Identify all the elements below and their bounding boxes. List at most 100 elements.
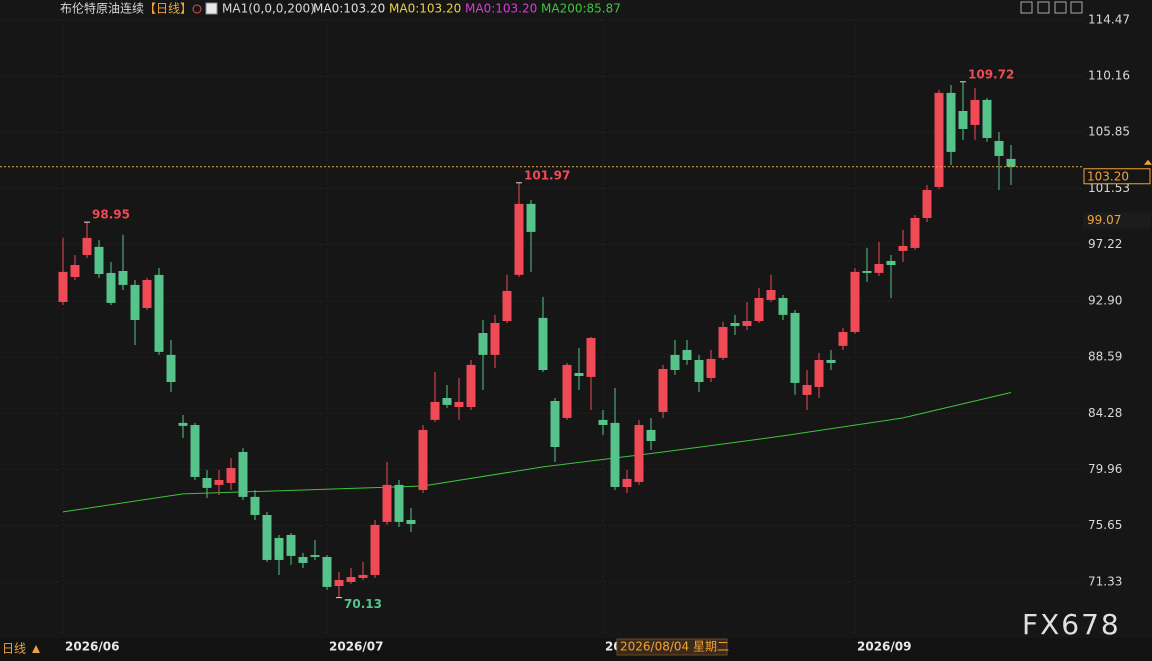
candle-body bbox=[70, 264, 80, 277]
candle-body bbox=[550, 401, 560, 448]
indicator-value: MA0:103.20 bbox=[313, 2, 385, 16]
y-tick-label: 75.65 bbox=[1088, 518, 1122, 532]
candle-body bbox=[910, 217, 920, 248]
candle-body bbox=[154, 274, 164, 352]
candle-body bbox=[718, 327, 728, 358]
candle-body bbox=[406, 519, 416, 524]
y-tick-label: 105.85 bbox=[1088, 125, 1130, 139]
time-axis-band bbox=[0, 638, 1152, 661]
candle-body bbox=[538, 317, 548, 371]
candle-body bbox=[370, 524, 380, 575]
candle-body bbox=[646, 429, 656, 442]
candle-body bbox=[310, 555, 320, 557]
candle-body bbox=[382, 484, 392, 522]
candle-body bbox=[442, 398, 452, 405]
high-label: 98.95 bbox=[92, 208, 130, 222]
x-tick-label: 2026/09 bbox=[857, 640, 911, 654]
high-label: 101.97 bbox=[524, 168, 570, 182]
ma200-legend: MA200:85.87 bbox=[541, 2, 621, 16]
candle-body bbox=[742, 321, 752, 326]
window-controls bbox=[1020, 1, 1083, 14]
candle-body bbox=[874, 263, 884, 273]
candle-body bbox=[982, 99, 992, 138]
y-tick-label: 79.96 bbox=[1088, 462, 1122, 476]
candle-body bbox=[274, 537, 284, 560]
candle-body bbox=[526, 203, 536, 232]
y-tick-label: 110.16 bbox=[1088, 69, 1130, 83]
candle-body bbox=[862, 270, 872, 273]
candle-body bbox=[598, 419, 608, 425]
candle-body bbox=[490, 322, 500, 355]
y-tick-label: 97.22 bbox=[1088, 237, 1122, 251]
crosshair-date-box bbox=[616, 638, 728, 656]
candle-body bbox=[694, 359, 704, 382]
candle-body bbox=[418, 429, 428, 490]
candle-body bbox=[814, 359, 824, 387]
control-icon[interactable] bbox=[1070, 1, 1083, 14]
candle-body bbox=[670, 354, 680, 371]
candle-body bbox=[610, 422, 620, 487]
candle-body bbox=[130, 284, 140, 320]
candle-body bbox=[358, 574, 368, 578]
candle-body bbox=[322, 556, 332, 587]
candle-body bbox=[778, 297, 788, 315]
candle-body bbox=[634, 424, 644, 482]
candle-body bbox=[586, 337, 596, 377]
candle-body bbox=[574, 373, 584, 376]
candle-body bbox=[766, 290, 776, 300]
candle-body bbox=[478, 333, 488, 355]
candle-body bbox=[1006, 158, 1016, 167]
indicator-value: MA0:103.20 bbox=[389, 2, 461, 16]
candle-body bbox=[754, 297, 764, 322]
candle-body bbox=[226, 467, 236, 483]
candle-body bbox=[82, 237, 92, 255]
candle-body bbox=[94, 246, 104, 274]
candle-body bbox=[298, 556, 308, 563]
y-tick-label: 114.47 bbox=[1088, 12, 1130, 26]
candle-body bbox=[58, 271, 68, 302]
candle-body bbox=[970, 99, 980, 125]
x-tick-label: 2026/06 bbox=[65, 640, 119, 654]
footer-arrow[interactable] bbox=[32, 645, 40, 653]
candle-body bbox=[838, 331, 848, 346]
y-tick-label: 88.59 bbox=[1088, 350, 1122, 364]
crosshair-date: 2026/08/04 星期二 bbox=[620, 640, 729, 654]
indicator-icon[interactable] bbox=[205, 2, 218, 15]
add-icon[interactable] bbox=[192, 4, 202, 14]
indicator-name: MA1(0,0,0,200) bbox=[222, 2, 315, 16]
candle-body bbox=[946, 92, 956, 152]
candle-body bbox=[514, 203, 524, 275]
candle-body bbox=[850, 271, 860, 332]
control-icon[interactable] bbox=[1054, 1, 1067, 14]
candle-body bbox=[502, 290, 512, 322]
candle-body bbox=[922, 189, 932, 218]
watermark: FX678 bbox=[1022, 608, 1121, 641]
candle-body bbox=[886, 260, 896, 265]
candle-body bbox=[202, 478, 212, 488]
footer-period[interactable]: 日线 bbox=[2, 642, 26, 656]
candle-body bbox=[958, 111, 968, 129]
candle-body bbox=[250, 496, 260, 516]
crosshair-price-box bbox=[1083, 212, 1151, 229]
period-label[interactable]: 【日线】 bbox=[144, 2, 192, 16]
candle-body bbox=[562, 364, 572, 418]
control-icon[interactable] bbox=[1020, 1, 1033, 14]
control-icon[interactable] bbox=[1037, 1, 1050, 14]
candle-body bbox=[898, 245, 908, 251]
last-price-label: 103.20 bbox=[1087, 169, 1129, 183]
candle-body bbox=[658, 368, 668, 412]
candle-body bbox=[394, 484, 404, 522]
candle-body bbox=[790, 312, 800, 383]
candle-body bbox=[994, 140, 1004, 156]
candle-body bbox=[454, 401, 464, 408]
candle-body bbox=[802, 384, 812, 395]
candle-body bbox=[262, 515, 272, 560]
y-tick-label: 71.33 bbox=[1088, 574, 1122, 588]
candle-body bbox=[430, 401, 440, 420]
y-tick-label: 92.90 bbox=[1088, 293, 1122, 307]
candle-body bbox=[190, 424, 200, 477]
candle-body bbox=[178, 422, 188, 426]
ma200-line bbox=[62, 392, 1012, 513]
